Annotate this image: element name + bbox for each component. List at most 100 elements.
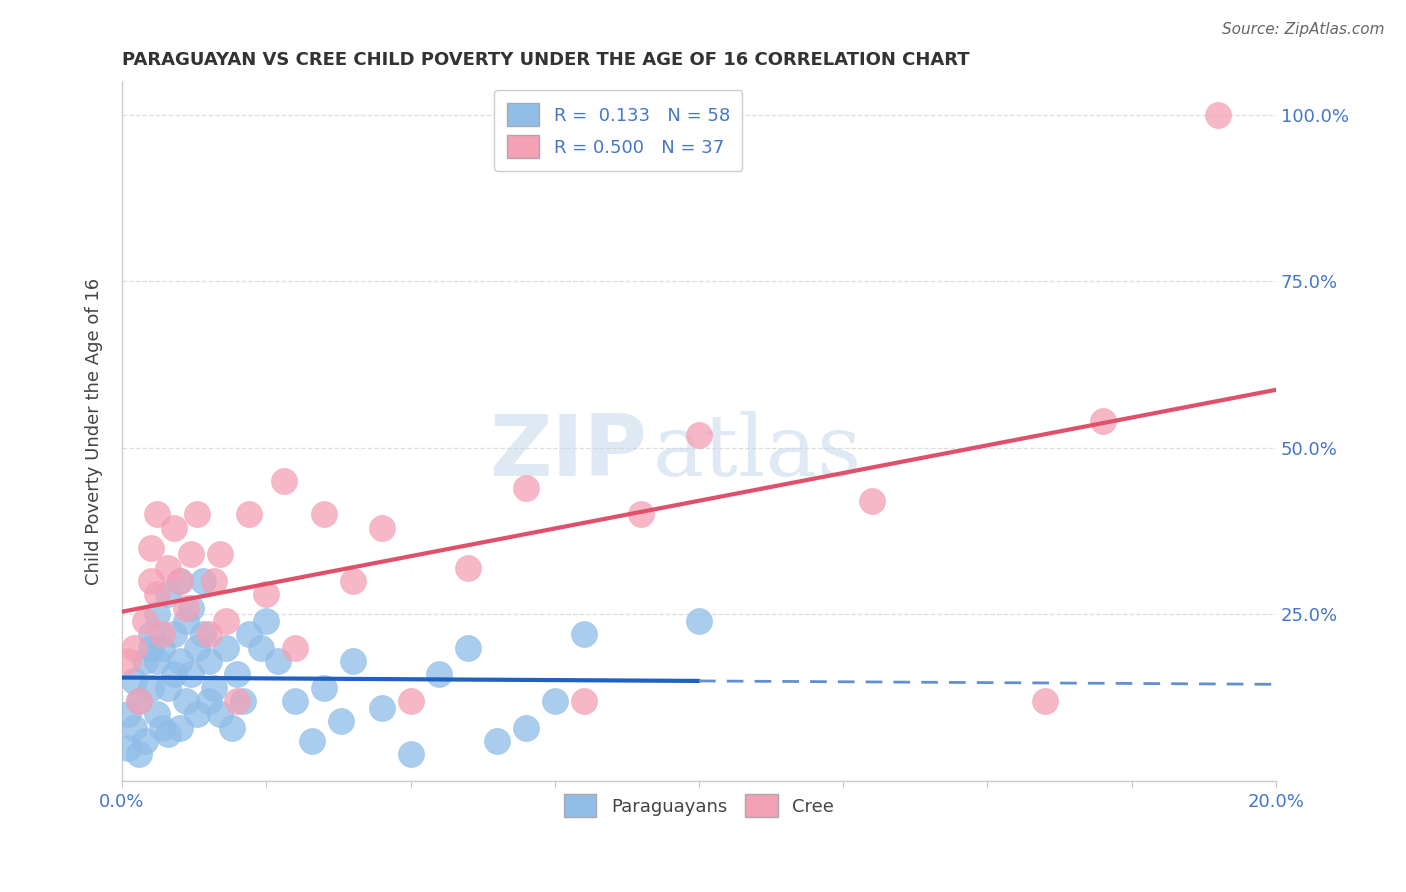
Point [197, 627, 219, 641]
Point [186, 508, 208, 522]
Point [312, 508, 335, 522]
Point [238, 627, 260, 641]
Point [169, 574, 191, 588]
Point [139, 640, 162, 655]
Text: Source: ZipAtlas.com: Source: ZipAtlas.com [1222, 22, 1385, 37]
Point [202, 574, 225, 588]
Point [515, 721, 537, 735]
Point [572, 694, 595, 708]
Point [209, 707, 232, 722]
Point [134, 654, 156, 668]
Point [145, 587, 167, 601]
Point [128, 694, 150, 708]
Point [152, 627, 174, 641]
Point [117, 740, 139, 755]
Point [273, 474, 295, 488]
Point [342, 574, 364, 588]
Point [249, 640, 271, 655]
Point [145, 707, 167, 722]
Point [254, 614, 277, 628]
Point [254, 587, 277, 601]
Point [134, 734, 156, 748]
Point [139, 681, 162, 695]
Point [157, 681, 180, 695]
Point [301, 734, 323, 748]
Point [860, 494, 883, 508]
Point [128, 694, 150, 708]
Point [163, 667, 186, 681]
Point [152, 721, 174, 735]
Point [515, 481, 537, 495]
Point [267, 654, 290, 668]
Point [117, 654, 139, 668]
Point [139, 574, 162, 588]
Point [544, 694, 567, 708]
Point [145, 654, 167, 668]
Point [169, 721, 191, 735]
Point [1091, 414, 1114, 428]
Point [197, 694, 219, 708]
Point [191, 574, 214, 588]
Point [197, 654, 219, 668]
Point [370, 700, 392, 714]
Point [1206, 108, 1229, 122]
Point [486, 734, 509, 748]
Point [152, 640, 174, 655]
Point [457, 640, 479, 655]
Point [186, 640, 208, 655]
Point [202, 681, 225, 695]
Point [370, 521, 392, 535]
Point [139, 541, 162, 555]
Point [221, 721, 243, 735]
Point [215, 614, 238, 628]
Point [1033, 694, 1056, 708]
Point [163, 521, 186, 535]
Point [630, 508, 652, 522]
Point [117, 707, 139, 722]
Point [232, 694, 254, 708]
Point [180, 667, 202, 681]
Point [128, 747, 150, 762]
Point [330, 714, 353, 728]
Point [209, 548, 232, 562]
Point [399, 694, 422, 708]
Point [688, 427, 710, 442]
Point [427, 667, 450, 681]
Point [457, 561, 479, 575]
Point [157, 727, 180, 741]
Point [238, 508, 260, 522]
Point [226, 667, 249, 681]
Point [163, 627, 186, 641]
Point [342, 654, 364, 668]
Text: ZIP: ZIP [489, 410, 647, 493]
Text: atlas: atlas [652, 410, 862, 494]
Point [139, 627, 162, 641]
Point [191, 627, 214, 641]
Point [122, 640, 145, 655]
Point [169, 654, 191, 668]
Point [284, 694, 307, 708]
Legend: Paraguayans, Cree: Paraguayans, Cree [557, 787, 841, 824]
Text: PARAGUAYAN VS CREE CHILD POVERTY UNDER THE AGE OF 16 CORRELATION CHART: PARAGUAYAN VS CREE CHILD POVERTY UNDER T… [122, 51, 970, 69]
Point [399, 747, 422, 762]
Point [174, 694, 197, 708]
Point [180, 548, 202, 562]
Point [186, 707, 208, 722]
Point [174, 600, 197, 615]
Point [157, 561, 180, 575]
Point [134, 614, 156, 628]
Point [122, 721, 145, 735]
Point [169, 574, 191, 588]
Y-axis label: Child Poverty Under the Age of 16: Child Poverty Under the Age of 16 [86, 277, 103, 585]
Point [226, 694, 249, 708]
Point [688, 614, 710, 628]
Point [312, 681, 335, 695]
Point [572, 627, 595, 641]
Point [157, 587, 180, 601]
Point [145, 508, 167, 522]
Point [215, 640, 238, 655]
Point [145, 607, 167, 622]
Point [180, 600, 202, 615]
Point [174, 614, 197, 628]
Point [284, 640, 307, 655]
